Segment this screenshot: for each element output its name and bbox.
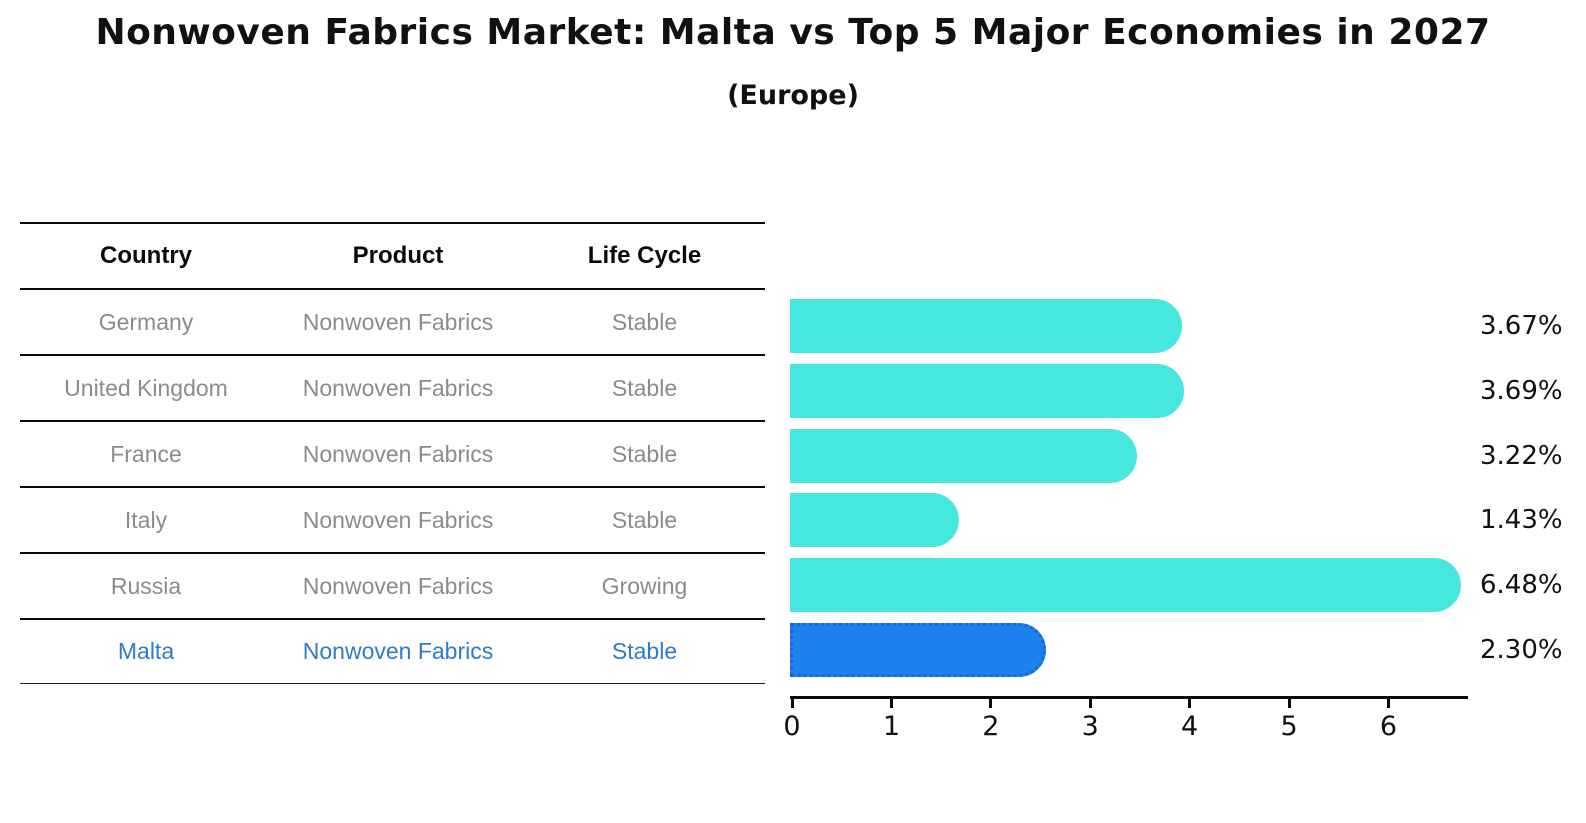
page-title: Nonwoven Fabrics Market: Malta vs Top 5 … (95, 12, 1491, 53)
cell-product: Nonwoven Fabrics (302, 374, 494, 401)
x-axis-tick-label: 5 (1280, 711, 1298, 742)
value-label: 3.67% (1480, 311, 1563, 341)
table-header-row: Country Product Life Cycle (20, 222, 765, 288)
x-axis-tick (889, 699, 893, 708)
cell-product: Nonwoven Fabrics (302, 506, 494, 533)
bar-malta-highlighted (790, 623, 1046, 677)
x-axis-tick (1287, 699, 1291, 708)
cell-product: Nonwoven Fabrics (302, 638, 494, 664)
x-axis-tick-label: 6 (1379, 711, 1398, 742)
cell-country: Italy (124, 506, 168, 533)
table-row-united-kingdom: United Kingdom Nonwoven Fabrics Stable (20, 354, 765, 420)
value-label: 6.48% (1480, 570, 1563, 601)
value-label: 3.22% (1480, 440, 1563, 471)
cell-life-cycle: Stable (611, 506, 678, 533)
bar-germany (790, 299, 1182, 353)
table-row-malta-highlighted: Malta Nonwoven Fabrics Stable (20, 618, 765, 684)
bar-russia (790, 558, 1462, 613)
cell-life-cycle: Stable (611, 638, 678, 664)
cell-life-cycle: Growing (601, 572, 688, 599)
x-axis-line (790, 696, 1468, 699)
x-axis-tick (1088, 699, 1092, 708)
cell-product: Nonwoven Fabrics (302, 308, 494, 335)
value-label: 2.30% (1480, 635, 1563, 665)
table-row-france: France Nonwoven Fabrics Stable (20, 420, 765, 486)
bar-united-kingdom (790, 363, 1184, 418)
cell-country: Malta (117, 638, 175, 664)
value-label: 3.69% (1480, 375, 1563, 406)
x-axis-tick-label: 1 (882, 711, 900, 742)
x-axis-tick-label: 0 (783, 711, 801, 742)
table-row-italy: Italy Nonwoven Fabrics Stable (20, 486, 765, 552)
cell-country: Russia (110, 572, 182, 599)
column-header-life-cycle: Life Cycle (587, 242, 702, 269)
x-axis-tick (989, 699, 993, 708)
country-info-table: Country Product Life Cycle Germany Nonwo… (20, 222, 765, 684)
x-axis-tick-label: 3 (1081, 711, 1099, 742)
x-axis-tick (790, 699, 794, 708)
column-header-product: Product (352, 242, 444, 269)
bar-france (790, 428, 1138, 483)
cell-life-cycle: Stable (611, 374, 678, 401)
x-axis-tick-label: 2 (982, 711, 1000, 742)
table-row-germany: Germany Nonwoven Fabrics Stable (20, 288, 765, 354)
x-axis-tick (1386, 699, 1390, 708)
x-axis-tick (1188, 699, 1192, 708)
cell-life-cycle: Stable (611, 308, 678, 335)
cell-product: Nonwoven Fabrics (302, 440, 494, 467)
page-subtitle: (Europe) (727, 80, 859, 111)
cell-product: Nonwoven Fabrics (302, 572, 494, 599)
cell-country: United Kingdom (64, 374, 228, 401)
cell-country: Germany (98, 308, 194, 335)
cell-life-cycle: Stable (611, 440, 678, 467)
bar-italy (790, 493, 960, 548)
cell-country: France (110, 440, 182, 467)
value-label: 1.43% (1480, 505, 1563, 536)
table-row-russia: Russia Nonwoven Fabrics Growing (20, 552, 765, 618)
x-axis-tick-label: 4 (1181, 711, 1199, 742)
column-header-country: Country (100, 242, 192, 269)
